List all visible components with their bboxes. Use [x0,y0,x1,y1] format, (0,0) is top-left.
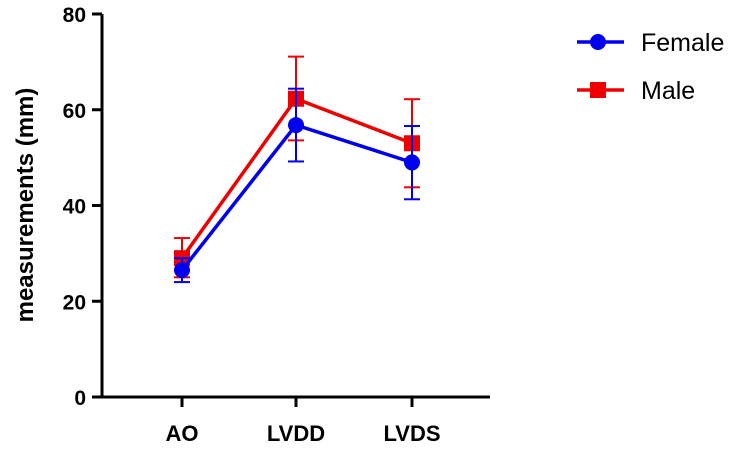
y-tick-label: 60 [63,100,86,123]
y-axis-title: measurements (mm) [12,88,39,323]
data-point [288,117,304,134]
y-tick-label: 80 [63,4,86,27]
y-tick-label: 20 [63,291,86,314]
legend-marker [590,82,606,98]
y-tick-label: 40 [63,196,86,219]
y-tick-label: 0 [74,387,86,410]
legend: Female Male [577,29,724,105]
x-tick-label: AO [166,421,199,446]
legend-label: Male [641,77,695,105]
x-tick-label: LVDS [383,421,440,446]
x-tick-label: LVDD [267,421,325,446]
series-female [174,87,420,284]
legend-item-female: Female [577,29,724,57]
series-layer [174,55,420,284]
legend-label: Female [641,29,724,57]
legend-item-male: Male [577,77,695,105]
legend-marker [590,34,606,50]
data-point [404,154,420,171]
axes: 0 20 40 60 80 AO LVDD LVDS [63,4,490,446]
data-point [174,262,190,279]
